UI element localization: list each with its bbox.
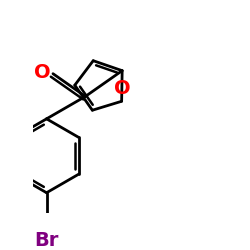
Text: O: O	[114, 78, 131, 98]
Text: Br: Br	[34, 231, 59, 250]
Text: O: O	[34, 62, 50, 82]
